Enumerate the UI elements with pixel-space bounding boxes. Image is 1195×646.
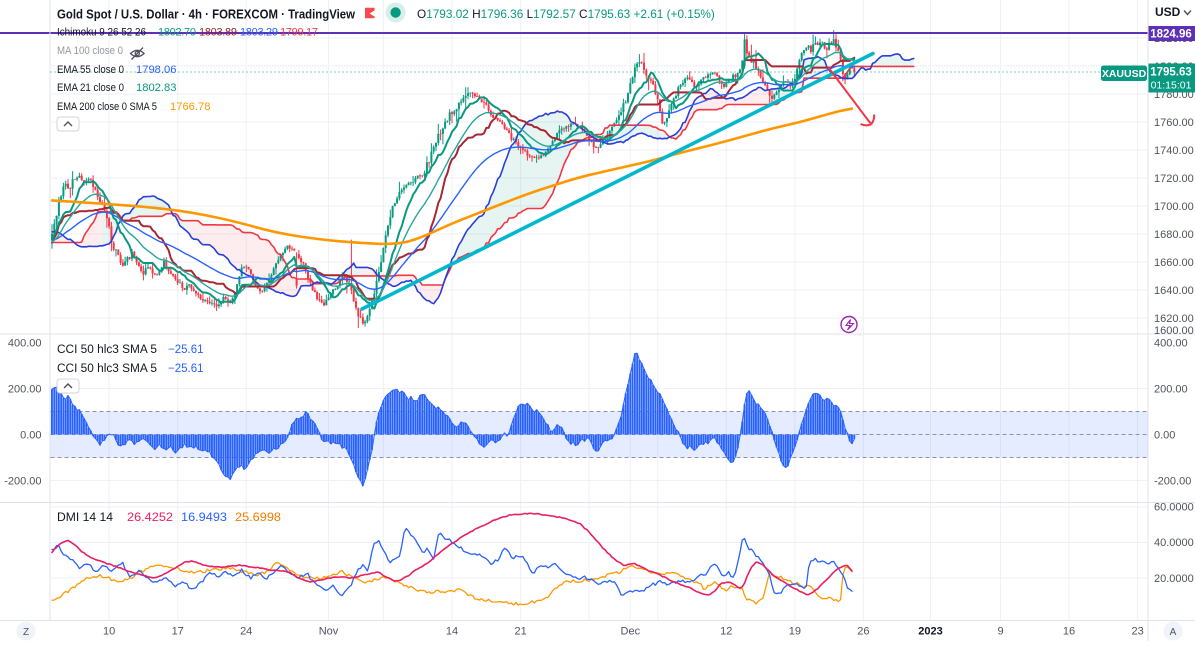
svg-text:1620.00: 1620.00 (1154, 313, 1194, 325)
svg-text:1700.00: 1700.00 (1154, 201, 1194, 213)
svg-text:1760.00: 1760.00 (1154, 117, 1194, 129)
svg-text:1766.78: 1766.78 (170, 101, 210, 113)
svg-text:Gold Spot / U.S. Dollar · 4h ·: Gold Spot / U.S. Dollar · 4h · FOREXCOM … (57, 7, 356, 22)
svg-text:21: 21 (514, 626, 526, 638)
svg-text:14: 14 (446, 626, 458, 638)
svg-text:23: 23 (1131, 626, 1143, 638)
svg-text:26: 26 (857, 626, 869, 638)
svg-text:25.6998: 25.6998 (235, 512, 281, 524)
svg-text:1660.00: 1660.00 (1154, 257, 1194, 269)
svg-text:USD: USD (1155, 5, 1181, 19)
svg-text:-200.00: -200.00 (4, 475, 41, 487)
svg-text:1795.63: 1795.63 (1150, 67, 1192, 79)
svg-text:200.00: 200.00 (1154, 383, 1188, 395)
svg-text:Nov: Nov (319, 626, 339, 638)
svg-text:2023: 2023 (918, 626, 942, 638)
svg-text:1803.29: 1803.29 (240, 27, 278, 39)
svg-text:20.0000: 20.0000 (1154, 573, 1194, 585)
svg-text:0.00: 0.00 (1154, 429, 1175, 441)
svg-text:400.00: 400.00 (1154, 337, 1188, 349)
svg-text:Ichimoku 9 26 52 26: Ichimoku 9 26 52 26 (57, 27, 146, 39)
svg-text:10: 10 (103, 626, 115, 638)
svg-text:O1793.02 H1796.36 L1792.57 C17: O1793.02 H1796.36 L1792.57 C1795.63 +2.6… (417, 7, 715, 21)
svg-text:60.0000: 60.0000 (1154, 502, 1194, 514)
svg-text:1803.89: 1803.89 (199, 27, 237, 39)
svg-text:1600.00: 1600.00 (1154, 325, 1194, 337)
svg-text:−25.61: −25.61 (168, 363, 204, 375)
svg-text:CCI 50 hlc3 SMA 5: CCI 50 hlc3 SMA 5 (57, 363, 157, 375)
svg-text:Z: Z (23, 627, 29, 638)
svg-text:CCI 50 hlc3 SMA 5: CCI 50 hlc3 SMA 5 (57, 344, 157, 356)
svg-text:1640.00: 1640.00 (1154, 285, 1194, 297)
svg-text:1802.83: 1802.83 (136, 82, 176, 94)
svg-text:1802.70: 1802.70 (158, 27, 196, 39)
svg-text:DMI 14 14: DMI 14 14 (57, 512, 114, 524)
svg-text:XAUUSD: XAUUSD (1102, 68, 1147, 80)
svg-text:19: 19 (789, 626, 801, 638)
svg-text:1720.00: 1720.00 (1154, 173, 1194, 185)
svg-text:Dec: Dec (621, 626, 641, 638)
svg-text:16.9493: 16.9493 (181, 512, 227, 524)
svg-text:1798.06: 1798.06 (136, 64, 176, 76)
svg-text:EMA 21 close 0: EMA 21 close 0 (57, 82, 124, 94)
svg-text:A: A (1170, 627, 1177, 638)
svg-text:EMA 55 close 0: EMA 55 close 0 (57, 64, 124, 76)
svg-text:40.0000: 40.0000 (1154, 537, 1194, 549)
svg-text:1680.00: 1680.00 (1154, 229, 1194, 241)
svg-text:12: 12 (720, 626, 732, 638)
svg-text:1824.96: 1824.96 (1150, 29, 1192, 41)
svg-text:1799.17: 1799.17 (280, 27, 318, 39)
svg-text:16: 16 (1063, 626, 1075, 638)
svg-text:01:15:01: 01:15:01 (1151, 80, 1192, 92)
svg-text:26.4252: 26.4252 (127, 512, 173, 524)
svg-text:24: 24 (240, 626, 252, 638)
svg-text:17: 17 (172, 626, 184, 638)
svg-text:0.00: 0.00 (20, 429, 41, 441)
svg-text:1740.00: 1740.00 (1154, 145, 1194, 157)
svg-text:9: 9 (997, 626, 1003, 638)
svg-text:−25.61: −25.61 (168, 344, 204, 356)
svg-text:200.00: 200.00 (8, 383, 42, 395)
svg-text:400.00: 400.00 (8, 337, 42, 349)
svg-text:MA 100 close 0: MA 100 close 0 (57, 45, 123, 57)
svg-text:EMA 200 close 0 SMA 5: EMA 200 close 0 SMA 5 (57, 101, 157, 113)
svg-text:-200.00: -200.00 (1154, 475, 1191, 487)
